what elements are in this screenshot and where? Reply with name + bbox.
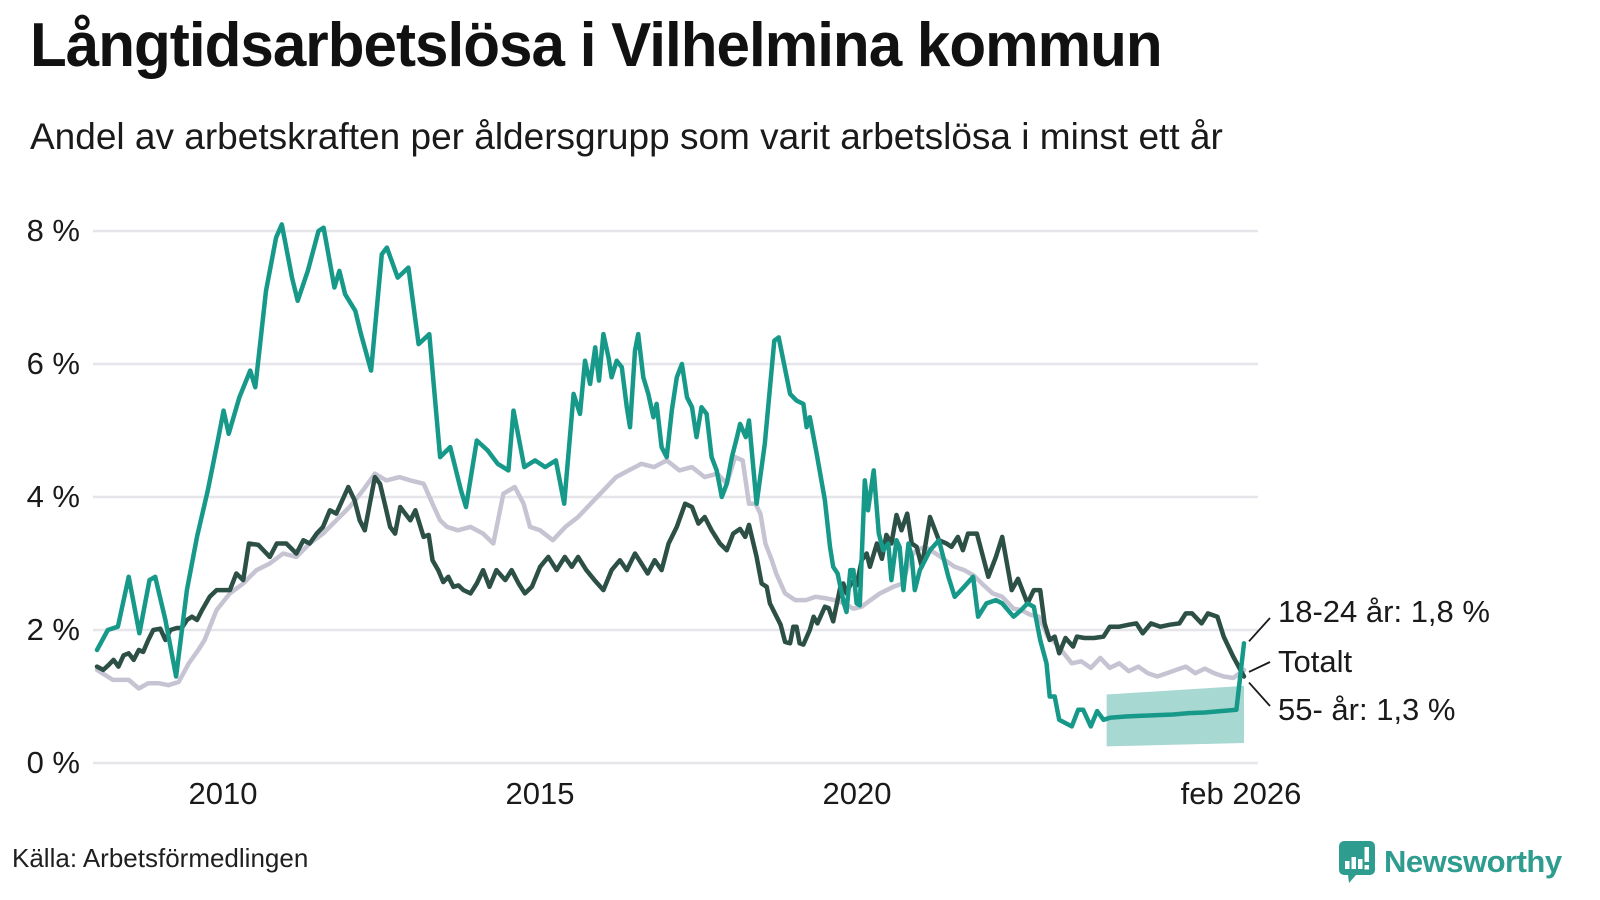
y-tick-8: 8 %: [26, 213, 80, 248]
x-tick-2020: 2020: [822, 776, 892, 811]
y-tick-2: 2 %: [26, 612, 80, 647]
brand-name: Newsworthy: [1384, 844, 1562, 879]
series-line-55-r: [94, 474, 1247, 679]
x-tick-feb-2026: feb 2026: [1180, 776, 1302, 811]
callout-line-0: [1248, 617, 1271, 642]
end-label-18-24: 18-24 år: 1,8 %: [1278, 594, 1490, 629]
end-label-totalt: Totalt: [1278, 644, 1353, 679]
x-tick-2010: 2010: [188, 776, 258, 811]
newsworthy-icon: [1339, 841, 1375, 883]
y-tick-0: 0 %: [26, 745, 80, 780]
y-tick-4: 4 %: [26, 479, 80, 514]
source-note: Källa: Arbetsförmedlingen: [12, 843, 309, 873]
callout-line-2: [1248, 681, 1271, 707]
page-title: Långtidsarbetslösa i Vilhelmina kommun: [30, 11, 1163, 80]
y-tick-6: 6 %: [26, 346, 80, 381]
end-label-55: 55- år: 1,3 %: [1278, 692, 1456, 727]
brand-logo: Newsworthy: [1338, 840, 1562, 884]
x-tick-2015: 2015: [505, 776, 575, 811]
callout-line-1: [1248, 661, 1271, 673]
series-line-18-24-r: [94, 222, 1247, 729]
page-subtitle: Andel av arbetskraften per åldersgrupp s…: [30, 116, 1223, 157]
series-line-Totalt: [94, 454, 1247, 691]
